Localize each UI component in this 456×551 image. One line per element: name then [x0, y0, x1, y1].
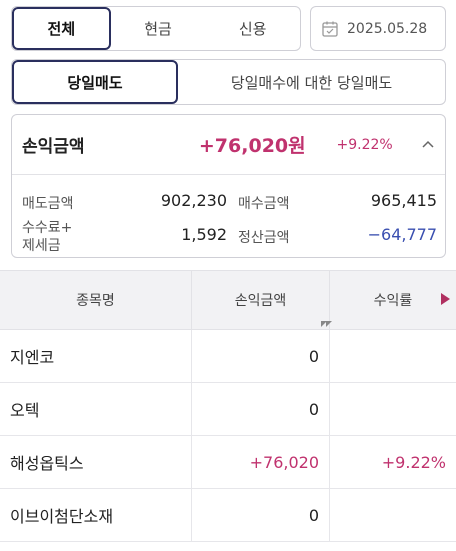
stock-table: 종목명 손익금액 수익률 지엔코 0 오텍 0 해성옵틱스 +76,020 +9…: [0, 270, 456, 551]
date-picker[interactable]: 2025.05.28: [310, 6, 446, 51]
stock-rate: +9.22%: [381, 452, 446, 472]
profit-amount: +76,020원: [198, 135, 306, 157]
tab-cash[interactable]: 현금: [144, 20, 172, 38]
stock-profit: 0: [192, 383, 330, 435]
tab-same-day-sell[interactable]: 당일매도: [12, 60, 178, 104]
header-stock-name-label: 종목명: [76, 293, 115, 309]
sell-type-tabs: 당일매도 당일매수에 대한 당일매도: [11, 59, 446, 105]
sell-amount-label: 매도금액: [22, 196, 74, 212]
fee-tax-value: 1,592: [181, 225, 227, 244]
stock-name: 지엔코: [0, 330, 192, 382]
fee-tax-label-line2: 제세금: [22, 238, 61, 254]
buy-amount-value: 965,415: [370, 191, 437, 210]
sort-icon: [326, 321, 332, 327]
table-row[interactable]: 해성옵틱스 +76,020 +9.22%: [0, 436, 456, 489]
settlement-label: 정산금액: [238, 230, 290, 246]
calendar-icon: [322, 21, 338, 37]
stock-name: 오텍: [0, 383, 192, 435]
settlement-value: −64,777: [367, 225, 437, 244]
table-row[interactable]: 이브이첨단소재 0: [0, 489, 456, 542]
header-profit-label: 손익금액: [234, 293, 287, 309]
tab-credit[interactable]: 신용: [238, 20, 267, 38]
stock-name: 이브이첨단소재: [0, 489, 192, 541]
table-row[interactable]: 오텍 0: [0, 383, 456, 436]
header-stock-name[interactable]: 종목명: [0, 271, 192, 329]
stock-profit: 0: [192, 489, 330, 541]
scroll-right-icon[interactable]: [441, 293, 450, 305]
header-rate-label: 수익률: [373, 293, 413, 309]
account-type-tabs: 전체 현금 신용: [11, 6, 301, 51]
stock-rate: [330, 330, 456, 382]
stock-name: 해성옵틱스: [0, 436, 192, 488]
summary-card: 손익금액 +76,020원 +9.22% 매도금액 902,230 매수금액 9…: [11, 114, 446, 258]
profit-rate: +9.22%: [336, 136, 393, 153]
table-header: 종목명 손익금액 수익률: [0, 270, 456, 330]
summary-header[interactable]: 손익금액 +76,020원 +9.22%: [12, 115, 445, 175]
sell-amount-value: 902,230: [160, 191, 227, 210]
table-row[interactable]: 지엔코 0: [0, 330, 456, 383]
header-rate[interactable]: 수익률: [326, 271, 456, 329]
stock-profit: 0: [192, 330, 330, 382]
stock-rate: [330, 489, 456, 541]
buy-amount-label: 매수금액: [238, 196, 290, 212]
stock-profit: +76,020: [192, 436, 330, 488]
profit-label: 손익금액: [22, 137, 85, 157]
date-value: 2025.05.28: [347, 20, 428, 37]
header-profit[interactable]: 손익금액: [192, 271, 330, 329]
chevron-up-icon[interactable]: [421, 137, 435, 153]
tab-all[interactable]: 전체: [12, 7, 111, 50]
tab-same-day-buy-sell[interactable]: 당일매수에 대한 당일매도: [230, 73, 393, 92]
stock-rate: [330, 383, 456, 435]
fee-tax-label-line1: 수수료+: [22, 220, 73, 236]
